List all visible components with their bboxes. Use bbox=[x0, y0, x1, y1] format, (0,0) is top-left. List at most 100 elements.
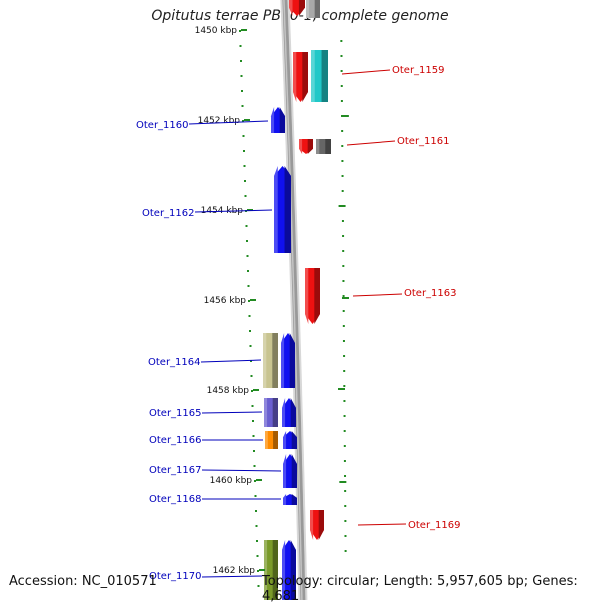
scale-tick-label: 1460 kbp bbox=[210, 476, 253, 486]
outer-track-dot bbox=[343, 415, 346, 417]
gene-label[interactable]: Oter_1169 bbox=[408, 520, 461, 531]
inner-track-dot bbox=[244, 180, 246, 182]
gene-label[interactable]: Oter_1164 bbox=[148, 357, 201, 368]
gene-label[interactable]: Oter_1163 bbox=[404, 288, 457, 299]
inner-track-dot bbox=[249, 345, 252, 347]
inner-track-dot bbox=[248, 300, 250, 302]
outer-track-dot bbox=[341, 145, 344, 147]
feature-glyph bbox=[281, 333, 295, 388]
inner-track-dot bbox=[240, 60, 242, 62]
inner-track-dot bbox=[246, 255, 249, 257]
outer-track-dot bbox=[343, 445, 346, 447]
inner-track-dot bbox=[247, 270, 249, 272]
inner-track-dot bbox=[250, 360, 252, 362]
inner-track-dot bbox=[251, 390, 253, 392]
inner-track-dot bbox=[239, 45, 242, 47]
inner-track-dot bbox=[250, 375, 253, 377]
outer-track-dot bbox=[340, 100, 343, 102]
inner-track-dot bbox=[252, 420, 254, 422]
inner-track-dot bbox=[242, 135, 245, 137]
scale-tick bbox=[253, 389, 259, 391]
feature-glyphs bbox=[263, 0, 331, 600]
gene-labels[interactable]: Oter_1159 Oter_1160 Oter_1161 Oter_1162 Oter… bbox=[136, 65, 461, 582]
feature-glyph bbox=[265, 431, 278, 449]
accession-text: Accession: NC_010571 bbox=[9, 574, 157, 589]
outer-scale-tick bbox=[341, 297, 349, 299]
gene-label[interactable]: Oter_1166 bbox=[149, 435, 202, 446]
gene-leader-line bbox=[201, 575, 263, 578]
track-dots bbox=[239, 30, 347, 587]
gene-label[interactable]: Oter_1159 bbox=[392, 65, 445, 76]
inner-track-dot bbox=[242, 120, 244, 122]
gene-leader-line bbox=[352, 293, 403, 297]
inner-track-dot bbox=[257, 570, 259, 572]
outer-scale-tick bbox=[339, 481, 347, 483]
scale-tick bbox=[247, 209, 253, 211]
backbone-highlight bbox=[283, 0, 303, 600]
outer-track-dot bbox=[342, 250, 345, 252]
scale-tick-label: 1450 kbp bbox=[195, 26, 238, 36]
gene-label[interactable]: Oter_1160 bbox=[136, 120, 189, 131]
backbone-line bbox=[282, 0, 306, 600]
outer-track-dot bbox=[343, 370, 346, 372]
feature-glyph bbox=[316, 139, 331, 154]
gene-label[interactable]: Oter_1162 bbox=[142, 208, 195, 219]
outer-track-dot bbox=[342, 340, 345, 342]
outer-track-dot bbox=[340, 70, 343, 72]
outer-track-dot bbox=[342, 310, 345, 312]
outer-track-dot bbox=[344, 550, 347, 552]
feature-glyph bbox=[293, 52, 308, 102]
outer-track-dot bbox=[344, 475, 347, 477]
outer-track-dot bbox=[340, 85, 343, 87]
gene-label[interactable]: Oter_1167 bbox=[149, 465, 202, 476]
feature-glyph bbox=[299, 139, 313, 154]
scale-tick-label: 1456 kbp bbox=[204, 296, 247, 306]
gene-label[interactable]: Oter_1161 bbox=[397, 136, 450, 147]
backbone bbox=[280, 0, 308, 600]
outer-scale-tick bbox=[338, 205, 346, 207]
scale-tick bbox=[250, 299, 256, 301]
outer-track-dot bbox=[342, 295, 345, 297]
feature-glyph bbox=[306, 0, 320, 18]
gene-label[interactable]: Oter_1168 bbox=[149, 494, 202, 505]
feature-glyph bbox=[283, 431, 297, 449]
outer-track-dot bbox=[341, 130, 344, 132]
outer-track-dot bbox=[341, 220, 344, 222]
outer-track-dot bbox=[342, 280, 345, 282]
inner-track-dot bbox=[254, 480, 256, 482]
gene-label[interactable]: Oter_1170 bbox=[149, 571, 202, 582]
feature-glyph bbox=[274, 166, 291, 253]
scale-tick bbox=[241, 29, 247, 31]
map-title: Opitutus terrae PB90-1, complete genome bbox=[151, 8, 449, 24]
scale-tick bbox=[244, 119, 250, 121]
feature-glyph bbox=[264, 540, 278, 600]
feature-glyph bbox=[311, 50, 328, 102]
inner-track-dot bbox=[247, 285, 250, 287]
scale-tick-label: 1462 kbp bbox=[213, 566, 256, 576]
feature-glyph bbox=[305, 268, 320, 324]
inner-track-dot bbox=[257, 585, 260, 587]
outer-track-dot bbox=[341, 175, 344, 177]
scale-tick-label: 1452 kbp bbox=[198, 116, 241, 126]
inner-track-dot bbox=[246, 240, 248, 242]
gene-leader-line bbox=[188, 120, 269, 125]
outer-track-dot bbox=[344, 535, 347, 537]
feature-glyph bbox=[283, 454, 297, 488]
feature-glyph bbox=[264, 398, 278, 427]
outer-track-dot bbox=[342, 325, 345, 327]
outer-scale-tick bbox=[341, 115, 349, 117]
feature-glyph bbox=[282, 540, 296, 600]
feature-glyph bbox=[283, 494, 297, 505]
inner-track-dot bbox=[243, 165, 246, 167]
scale-tick-label: 1458 kbp bbox=[207, 386, 250, 396]
inner-track-dot bbox=[253, 450, 255, 452]
gene-leader-line bbox=[341, 69, 391, 75]
inner-track-dot bbox=[256, 555, 259, 557]
inner-track-dot bbox=[255, 510, 257, 512]
inner-track-dot bbox=[249, 330, 251, 332]
gene-label[interactable]: Oter_1165 bbox=[149, 408, 202, 419]
scale-tick bbox=[259, 569, 265, 571]
outer-scale-tick bbox=[338, 388, 346, 390]
inner-track-dot bbox=[241, 105, 244, 107]
inner-track-dot bbox=[245, 225, 248, 227]
